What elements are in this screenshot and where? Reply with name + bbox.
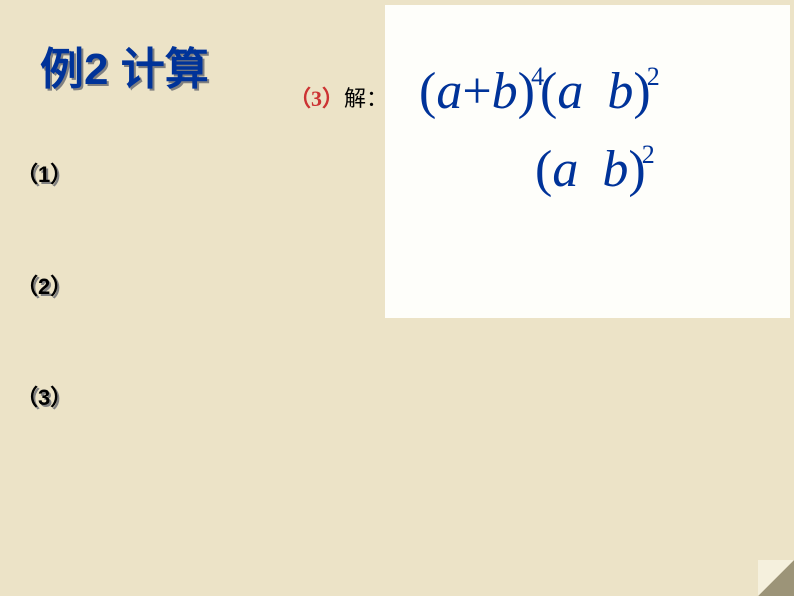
var-a: a xyxy=(436,63,462,120)
var-b3: b xyxy=(602,141,628,198)
list-item: （1） xyxy=(16,157,72,189)
exp-2: 2 xyxy=(647,62,660,91)
solution-label: （3）解： xyxy=(289,81,388,113)
corner-fold-icon xyxy=(758,560,794,596)
solution-number: （3） xyxy=(289,86,344,111)
var-a3: a xyxy=(552,141,578,198)
exp-4: 4 xyxy=(531,62,544,91)
lparen: ( xyxy=(419,63,436,120)
list-item: （2） xyxy=(16,269,72,301)
exp-2b: 2 xyxy=(642,140,655,169)
var-b2: b xyxy=(607,63,633,120)
math-expression-2: (ab)2 xyxy=(535,140,659,199)
list-item: （3） xyxy=(16,380,72,412)
lparen-3: ( xyxy=(535,141,552,198)
page-title: 例2 计算 xyxy=(40,33,209,97)
plus-op: + xyxy=(462,63,491,120)
var-a2: a xyxy=(557,63,583,120)
var-b: b xyxy=(492,63,518,120)
slide-root: 例2 计算 例2 计算 （1）（1）（2）（2）（3）（3） （3）解： (a+… xyxy=(0,0,794,596)
solution-jie: 解： xyxy=(344,86,388,111)
math-expression-1: (a+b)4(ab)2 xyxy=(419,62,664,121)
